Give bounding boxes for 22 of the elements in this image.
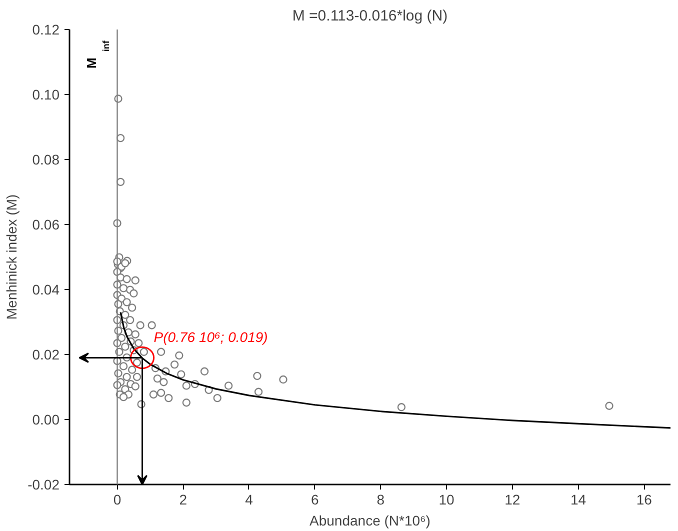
x-tick-label: 8 (376, 492, 385, 508)
x-tick-label: 14 (570, 492, 586, 508)
y-tick-label: 0.00 (32, 412, 60, 428)
y-tick-label: 0.04 (32, 282, 60, 298)
y-tick-label: 0.08 (32, 152, 60, 168)
annotation: P(0.76 10⁶; 0.019) (154, 328, 268, 345)
y-tick-label: 0.10 (32, 86, 60, 102)
y-axis-title: Menhinick index (M) (4, 194, 20, 320)
x-tick-label: 12 (504, 492, 520, 508)
ref-line-label: Minf (84, 40, 111, 68)
y-tick-label: 0.12 (32, 22, 60, 38)
y-tick-label: 0.06 (32, 216, 60, 232)
x-tick-label: 0 (113, 492, 122, 508)
x-tick-label: 4 (245, 492, 254, 508)
x-tick-label: 2 (179, 492, 188, 508)
x-tick-label: 6 (310, 492, 319, 508)
chart-title: M =0.113-0.016*log (N) (292, 8, 448, 24)
y-tick-label: 0.02 (32, 346, 60, 362)
x-tick-label: 10 (438, 492, 455, 508)
x-tick-label: 16 (636, 492, 652, 508)
y-tick-label: -0.02 (28, 476, 60, 492)
x-axis-title: Abundance (N*10⁶) (310, 512, 430, 528)
